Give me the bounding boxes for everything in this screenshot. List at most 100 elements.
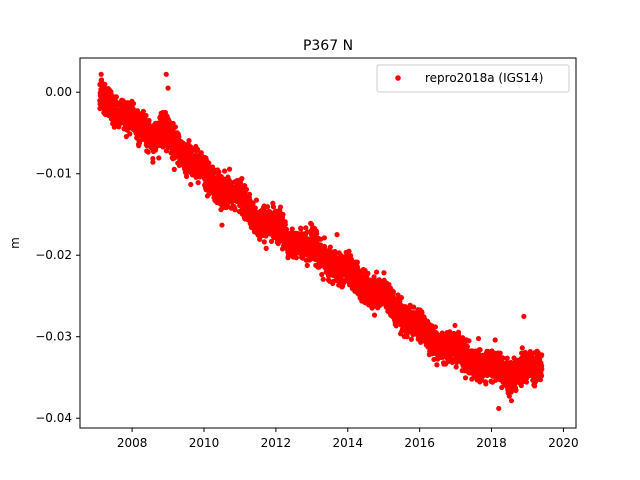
data-point [145, 149, 151, 155]
data-point [408, 336, 415, 342]
y-tick-label: −0.01 [35, 167, 72, 181]
data-point [253, 197, 260, 203]
data-point [539, 366, 545, 372]
data-point [150, 159, 156, 165]
data-point [398, 295, 405, 301]
data-point [508, 398, 515, 404]
data-point [454, 359, 460, 366]
data-point [221, 168, 228, 174]
x-tick-label: 2020 [548, 436, 579, 450]
data-point [261, 239, 267, 245]
data-point [188, 181, 194, 188]
data-point [513, 387, 519, 393]
x-tick-label: 2014 [332, 436, 363, 450]
data-point [127, 131, 133, 137]
data-point [354, 259, 360, 265]
data-point [538, 373, 545, 379]
data-point [492, 337, 498, 343]
data-point [499, 355, 506, 361]
data-point [150, 155, 156, 162]
data-point [232, 207, 238, 213]
data-point [163, 71, 169, 77]
data-point [390, 289, 397, 295]
data-point [371, 312, 378, 318]
y-tick-label: −0.03 [35, 330, 72, 344]
data-point [293, 255, 299, 261]
data-point [334, 232, 340, 238]
data-point [332, 250, 338, 256]
data-point [504, 355, 510, 361]
data-point [257, 236, 263, 242]
data-point [453, 364, 459, 370]
data-point [280, 211, 286, 218]
x-tick-label: 2012 [261, 436, 292, 450]
chart-title: P367 N [303, 38, 353, 54]
data-point [277, 204, 284, 210]
data-point [226, 166, 233, 172]
y-tick-label: 0.00 [45, 85, 72, 99]
data-point [523, 379, 530, 385]
data-point [183, 173, 190, 180]
data-point [165, 85, 171, 91]
data-point [322, 244, 328, 250]
legend-marker [395, 75, 401, 81]
data-point [477, 347, 483, 353]
data-point [419, 310, 425, 316]
data-point [98, 71, 104, 77]
legend-label: repro2018a (IGS14) [425, 71, 543, 85]
data-point [130, 101, 137, 107]
x-tick-label: 2008 [117, 436, 148, 450]
data-point [483, 381, 489, 387]
data-point [518, 382, 524, 389]
data-point [381, 270, 387, 276]
x-tick-label: 2016 [404, 436, 435, 450]
data-point [194, 146, 201, 153]
data-point [314, 231, 320, 237]
data-point [321, 235, 328, 241]
data-point [289, 226, 295, 232]
data-point [365, 270, 371, 276]
data-point [432, 324, 439, 330]
data-point [466, 338, 472, 344]
data-point [496, 405, 502, 412]
data-point [171, 166, 177, 172]
data-point [176, 134, 182, 140]
data-point [303, 225, 309, 231]
data-point [186, 138, 192, 144]
data-point [243, 186, 250, 193]
data-point [304, 262, 310, 268]
legend: repro2018a (IGS14) [376, 64, 570, 93]
data-point [506, 393, 512, 399]
data-point [475, 335, 482, 342]
data-point [298, 226, 304, 232]
data-point [246, 191, 253, 197]
legend-box [376, 64, 570, 93]
data-point [455, 329, 462, 335]
data-point [146, 117, 152, 124]
data-point [102, 81, 108, 87]
data-point [464, 344, 471, 350]
y-tick-label: −0.04 [35, 411, 72, 425]
data-point [156, 155, 162, 161]
x-axis: 2008 2010 2012 2014 2016 2018 2020 [117, 428, 579, 450]
data-point [268, 238, 275, 245]
data-point [521, 313, 527, 319]
data-point [373, 269, 380, 275]
data-point [283, 226, 290, 232]
data-point [270, 204, 277, 210]
data-point [497, 350, 503, 356]
data-point [136, 140, 143, 146]
data-point [108, 92, 114, 98]
plot-frame [79, 57, 577, 429]
x-tick-label: 2018 [476, 436, 507, 450]
data-point [254, 209, 260, 215]
data-point [320, 276, 326, 282]
data-point [219, 222, 225, 228]
data-point [263, 245, 269, 251]
data-point [187, 143, 193, 150]
data-point [327, 244, 333, 250]
data-point [216, 169, 222, 175]
y-tick-label: −0.02 [35, 248, 72, 262]
data-point [195, 180, 201, 186]
